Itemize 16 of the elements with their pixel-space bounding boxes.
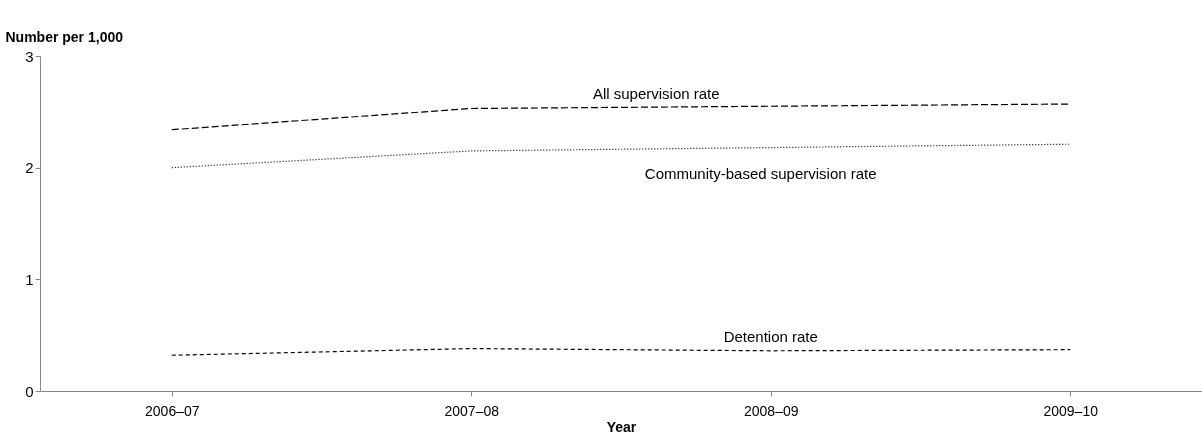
y-axis-title: Number per 1,000 <box>5 28 124 45</box>
y-tick-label: 0 <box>25 382 34 400</box>
y-tick-label: 1 <box>25 270 34 288</box>
series-label: Detention rate <box>723 327 818 345</box>
line-series <box>171 103 1071 131</box>
line-series <box>171 143 1071 169</box>
y-tick-label: 3 <box>25 47 34 65</box>
x-tick-label: 2009–10 <box>1043 402 1099 419</box>
x-tick-label: 2007–08 <box>444 402 500 419</box>
series-label: All supervision rate <box>592 85 720 103</box>
line-series <box>171 347 1071 356</box>
x-tick-label: 2008–09 <box>743 402 799 419</box>
series-label: Community-based supervision rate <box>644 164 877 182</box>
x-tick-label: 2006–07 <box>145 402 200 419</box>
x-axis-title: Year <box>606 418 637 435</box>
y-tick-label: 2 <box>25 159 34 177</box>
